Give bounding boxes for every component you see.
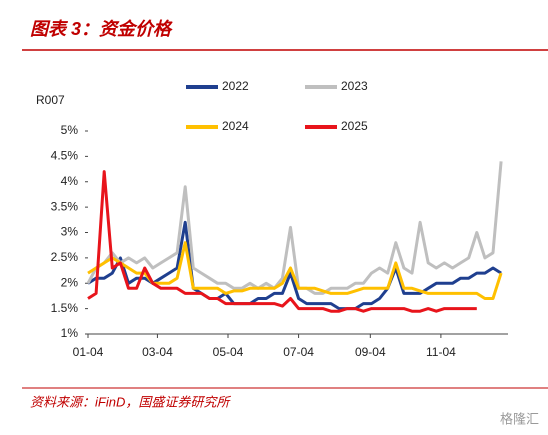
y-tick-label: 2.5% [51, 250, 79, 264]
series-line [87, 220, 502, 311]
y-tick-label: 3.5% [51, 199, 79, 213]
watermark: 格隆汇 [500, 411, 539, 426]
x-tick-label: 03-04 [142, 345, 173, 359]
legend-label: 2022 [222, 79, 249, 93]
x-tick-label: 01-04 [73, 345, 104, 359]
source: 资料来源：iFinD，国盛证券研究所 [30, 394, 231, 409]
legend-label: 2023 [341, 79, 368, 93]
y-axis-label: R007 [36, 93, 65, 107]
y-tick-label: 2% [61, 275, 79, 289]
series-line [86, 161, 503, 295]
x-tick-label: 11-04 [426, 345, 456, 359]
legend-label: 2025 [341, 119, 368, 133]
y-tick-label: 1% [61, 326, 79, 340]
legend-label: 2024 [222, 119, 249, 133]
y-tick-label: 1.5% [51, 301, 79, 315]
y-tick-label: 4% [61, 174, 79, 188]
y-tick-label: 3% [61, 225, 79, 239]
chart-title: 图表 3：资金价格 [30, 19, 173, 39]
x-tick-label: 09-04 [355, 345, 386, 359]
series-line [87, 170, 477, 313]
y-tick-label: 5% [61, 123, 79, 137]
series-line [87, 241, 503, 300]
x-tick-label: 07-04 [283, 345, 314, 359]
x-tick-label: 05-04 [213, 345, 244, 359]
y-tick-label: 4.5% [51, 149, 79, 163]
